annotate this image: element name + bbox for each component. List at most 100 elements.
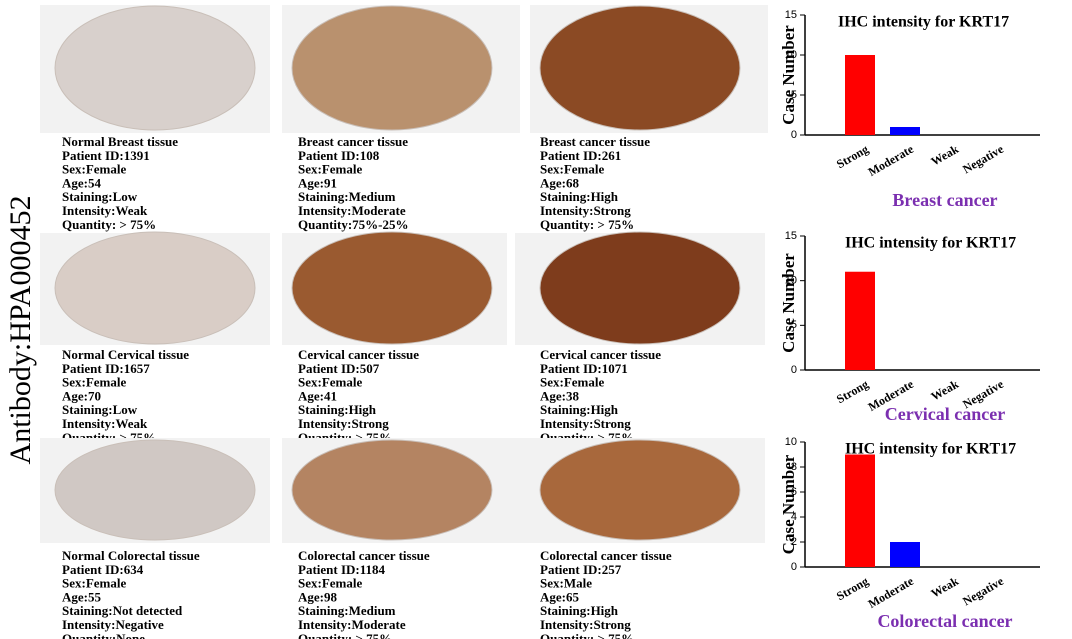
tile-caption: Breast cancer tissue xyxy=(298,134,408,149)
tissue-image xyxy=(54,439,256,541)
tile-caption: Sex:Female xyxy=(62,162,126,177)
tissue-image xyxy=(291,231,493,345)
tile-caption: Quantity:75%-25% xyxy=(298,217,409,232)
chart-subtitle: Colorectal cancer xyxy=(877,611,1012,631)
tile-caption: Cervical cancer tissue xyxy=(298,347,419,362)
tile-caption: Breast cancer tissue xyxy=(540,134,650,149)
tile-caption: Intensity:Strong xyxy=(298,416,389,431)
tile-caption: Age:41 xyxy=(298,388,337,403)
tissue-image xyxy=(539,439,741,541)
tissue-image xyxy=(291,439,493,541)
tile-caption: Patient ID:1657 xyxy=(62,361,150,376)
tile-caption: Intensity:Moderate xyxy=(298,617,406,632)
tile-caption: Quantity: > 75% xyxy=(540,631,634,639)
tile-caption: Patient ID:257 xyxy=(540,562,622,577)
tile-caption: Patient ID:1391 xyxy=(62,148,150,163)
chart-title: IHC intensity for KRT17 xyxy=(845,235,1016,252)
tile-caption: Patient ID:634 xyxy=(62,562,144,577)
tile-caption: Intensity:Weak xyxy=(62,416,148,431)
tile-caption: Sex:Female xyxy=(298,576,362,591)
y-tick-label: 0 xyxy=(791,364,797,376)
tile-caption: Quantity: > 75% xyxy=(540,217,634,232)
tile-caption: Age:54 xyxy=(62,175,101,190)
y-tick-label: 6 xyxy=(791,486,797,498)
tile-caption: Colorectal cancer tissue xyxy=(298,548,430,563)
y-axis-label: Case Number xyxy=(779,253,798,353)
bar xyxy=(845,55,875,135)
y-tick-label: 8 xyxy=(791,461,797,473)
bar xyxy=(845,454,875,567)
tile-caption: Cervical cancer tissue xyxy=(540,347,661,362)
tile-caption: Sex:Female xyxy=(298,375,362,390)
tile-caption: Sex:Female xyxy=(540,162,604,177)
y-tick-label: 10 xyxy=(785,436,797,448)
tile-caption: Intensity:Weak xyxy=(62,203,148,218)
tile-caption: Normal Cervical tissue xyxy=(62,347,189,362)
tile-caption: Age:70 xyxy=(62,388,101,403)
tile-caption: Staining:Not detected xyxy=(62,603,183,618)
x-tick-label: Weak xyxy=(928,574,961,601)
y-tick-label: 15 xyxy=(785,9,797,21)
tile-caption: Colorectal cancer tissue xyxy=(540,548,672,563)
tile-caption: Staining:High xyxy=(540,189,619,204)
tissue-image xyxy=(291,5,493,131)
bar xyxy=(845,271,875,370)
tile-caption: Sex:Female xyxy=(62,375,126,390)
y-tick-label: 0 xyxy=(791,561,797,573)
tile-caption: Patient ID:1184 xyxy=(298,562,386,577)
tile-caption: Quantity:None xyxy=(62,631,145,639)
tile-caption: Staining:Low xyxy=(62,189,138,204)
x-tick-label: Negative xyxy=(960,574,1006,609)
tile-caption: Normal Breast tissue xyxy=(62,134,178,149)
tile-caption: Sex:Female xyxy=(540,375,604,390)
chart-subtitle: Cervical cancer xyxy=(885,404,1005,424)
y-axis-label: Case Number xyxy=(779,454,798,554)
y-axis-label: Case Number xyxy=(779,25,798,125)
chart-title: IHC intensity for KRT17 xyxy=(845,441,1016,458)
tile-caption: Staining:High xyxy=(540,603,619,618)
tile-caption: Intensity:Moderate xyxy=(298,203,406,218)
tile-caption: Quantity: > 75% xyxy=(62,217,156,232)
tile-caption: Patient ID:261 xyxy=(540,148,621,163)
y-tick-label: 5 xyxy=(791,89,797,101)
tile-caption: Sex:Female xyxy=(298,162,362,177)
tile-caption: Staining:Medium xyxy=(298,189,396,204)
tile-caption: Age:98 xyxy=(298,589,337,604)
y-tick-label: 4 xyxy=(791,511,797,523)
side-label: Antibody:HPA000452 xyxy=(4,196,37,465)
x-tick-label: Moderate xyxy=(866,142,917,179)
tile-caption: Patient ID:507 xyxy=(298,361,380,376)
tissue-image xyxy=(54,231,256,345)
chart-subtitle: Breast cancer xyxy=(892,190,997,210)
tile-caption: Age:65 xyxy=(540,589,579,604)
tissue-image xyxy=(539,5,741,131)
bar xyxy=(890,542,920,567)
bar xyxy=(890,127,920,135)
tile-caption: Normal Colorectal tissue xyxy=(62,548,200,563)
x-tick-label: Negative xyxy=(960,142,1006,177)
y-tick-label: 2 xyxy=(791,536,797,548)
y-tick-label: 5 xyxy=(791,319,797,331)
x-tick-label: Weak xyxy=(928,377,961,404)
tile-caption: Age:68 xyxy=(540,175,579,190)
tile-caption: Age:55 xyxy=(62,589,101,604)
y-tick-label: 15 xyxy=(785,230,797,242)
tile-caption: Sex:Male xyxy=(540,576,592,591)
tissue-image xyxy=(539,231,741,345)
tile-caption: Intensity:Strong xyxy=(540,617,631,632)
tile-caption: Age:91 xyxy=(298,175,337,190)
x-tick-label: Weak xyxy=(928,142,961,169)
tile-caption: Quantity: > 75% xyxy=(298,631,392,639)
tile-caption: Patient ID:108 xyxy=(298,148,380,163)
tile-caption: Intensity:Strong xyxy=(540,203,631,218)
tile-caption: Staining:Low xyxy=(62,402,138,417)
y-tick-label: 10 xyxy=(785,49,797,61)
tile-caption: Intensity:Strong xyxy=(540,416,631,431)
tile-caption: Staining:High xyxy=(298,402,377,417)
y-tick-label: 0 xyxy=(791,129,797,141)
tile-caption: Patient ID:1071 xyxy=(540,361,628,376)
y-tick-label: 10 xyxy=(785,275,797,287)
tile-caption: Age:38 xyxy=(540,388,579,403)
tile-caption: Staining:High xyxy=(540,402,619,417)
